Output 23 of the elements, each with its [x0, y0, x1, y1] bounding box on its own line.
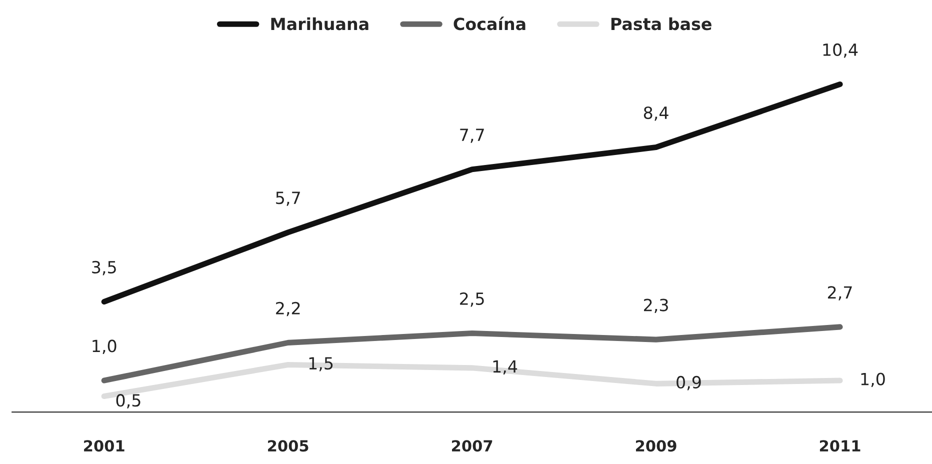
- x-tick-label: 2005: [268, 440, 308, 452]
- legend-label: Cocaína: [454, 16, 526, 30]
- legend-label: Pasta base: [611, 17, 712, 30]
- data-label: 2,7: [828, 286, 852, 300]
- x-tick-label: 2011: [820, 440, 860, 452]
- data-label: 2,2: [276, 302, 300, 316]
- data-label: 10,4: [823, 43, 858, 58]
- data-label: 0,9: [676, 376, 701, 390]
- data-label: 2,3: [644, 298, 668, 314]
- data-label: 7,7: [460, 128, 484, 143]
- x-tick-label: 2007: [452, 440, 492, 452]
- data-label: 3,5: [92, 260, 116, 276]
- x-tick-label: 2009: [636, 440, 676, 452]
- data-label: 0,5: [116, 394, 140, 408]
- data-label: 1,0: [861, 372, 885, 388]
- data-label: 1,4: [493, 360, 518, 374]
- data-label: 5,7: [276, 192, 300, 206]
- data-label: 8,4: [644, 106, 668, 121]
- legend-label: Marihuana: [271, 17, 368, 30]
- data-label: 1,5: [309, 357, 333, 372]
- data-label: 1,0: [92, 340, 116, 354]
- x-tick-label: 2001: [84, 440, 124, 452]
- data-label: 2,5: [460, 292, 484, 307]
